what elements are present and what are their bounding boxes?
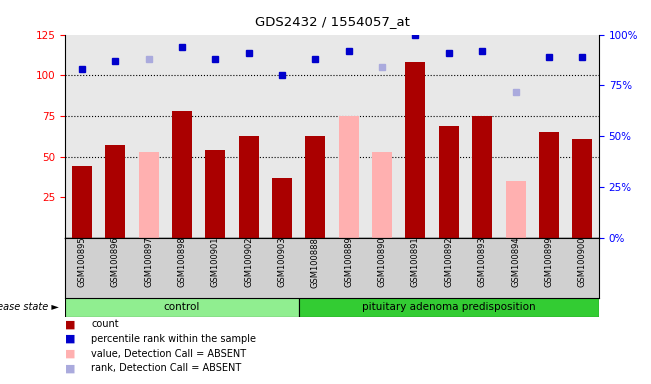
Text: GDS2432 / 1554057_at: GDS2432 / 1554057_at <box>255 15 409 28</box>
Text: ■: ■ <box>65 334 76 344</box>
Bar <box>172 111 192 238</box>
Text: count: count <box>91 319 118 329</box>
Bar <box>472 116 492 238</box>
Text: percentile rank within the sample: percentile rank within the sample <box>91 334 256 344</box>
Bar <box>339 116 359 238</box>
Bar <box>72 166 92 238</box>
Bar <box>539 132 559 238</box>
Text: ■: ■ <box>65 363 76 373</box>
Text: ■: ■ <box>65 349 76 359</box>
Text: disease state ►: disease state ► <box>0 302 59 312</box>
Bar <box>506 181 525 238</box>
Bar <box>272 178 292 238</box>
Text: ■: ■ <box>65 319 76 329</box>
Bar <box>205 150 225 238</box>
Text: pituitary adenoma predisposition: pituitary adenoma predisposition <box>362 302 536 312</box>
Bar <box>65 298 299 317</box>
Bar <box>239 136 258 238</box>
Bar <box>406 62 426 238</box>
Bar <box>139 152 159 238</box>
Bar <box>299 298 599 317</box>
Bar <box>372 152 392 238</box>
Bar <box>572 139 592 238</box>
Bar <box>439 126 459 238</box>
Bar <box>105 145 125 238</box>
Text: value, Detection Call = ABSENT: value, Detection Call = ABSENT <box>91 349 246 359</box>
Text: rank, Detection Call = ABSENT: rank, Detection Call = ABSENT <box>91 363 242 373</box>
Text: control: control <box>163 302 200 312</box>
Bar <box>305 136 326 238</box>
